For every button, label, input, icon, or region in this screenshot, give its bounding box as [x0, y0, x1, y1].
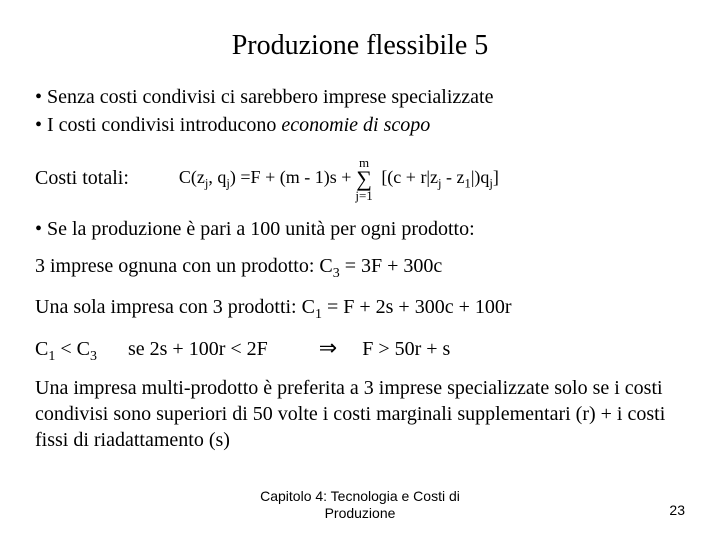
bullet-2-pre: • I costi condivisi introducono — [35, 114, 281, 136]
line-c1: Una sola impresa con 3 prodotti: C1 = F … — [35, 294, 685, 325]
line-c3: 3 imprese ognuna con un prodotto: C3 = 3… — [35, 253, 685, 284]
cond-seg3: F > 50r + s — [362, 338, 450, 360]
c3sub: 3 — [333, 266, 340, 281]
f-r3: |)q — [471, 167, 490, 187]
f-l3: ) =F + (m - 1)s + — [230, 167, 351, 187]
sum-bottom: j=1 — [355, 189, 372, 202]
footer-line2: Produzione — [325, 505, 396, 521]
bullet-1: • Senza costi condivisi ci sarebbero imp… — [35, 84, 685, 110]
summation: m ∑ j=1 — [355, 156, 372, 202]
cond-seg2: se 2s + 100r < 2F — [128, 338, 268, 360]
c3b: = 3F + 300c — [340, 255, 443, 277]
bullet-2: • I costi condivisi introducono economie… — [35, 112, 685, 138]
cs1a: C — [35, 338, 48, 360]
f-r4: ] — [493, 167, 499, 187]
f-r1: [(c + r|z — [381, 167, 438, 187]
cs1b: < C — [55, 338, 90, 360]
formula-label: Costi totali: — [35, 167, 129, 190]
formula-right: [(c + r|zj - z1|)qj] — [377, 167, 499, 192]
f-l2: , q — [208, 167, 226, 187]
bullet-2-emph: economie di scopo — [281, 114, 430, 136]
c1a: Una sola impresa con 3 prodotti: C — [35, 296, 315, 318]
conclusion: Una impresa multi-prodotto è preferita a… — [35, 375, 685, 453]
slide-title: Produzione flessibile 5 — [35, 30, 685, 62]
f-l1: C(z — [179, 167, 205, 187]
c1sub: 1 — [315, 307, 322, 322]
footer: Capitolo 4: Tecnologia e Costi di Produz… — [0, 488, 720, 522]
line-if: • Se la produzione è pari a 100 unità pe… — [35, 216, 685, 243]
c3a: 3 imprese ognuna con un prodotto: C — [35, 255, 333, 277]
formula-left: C(zj, qj) =F + (m - 1)s + — [179, 167, 351, 192]
arrow-icon: ⇒ — [319, 335, 337, 360]
footer-line1: Capitolo 4: Tecnologia e Costi di — [260, 488, 460, 504]
formula-body: C(zj, qj) =F + (m - 1)s + m ∑ j=1 [(c + … — [179, 156, 499, 202]
cond-seg1: C1 < C3 — [35, 338, 102, 360]
sigma-icon: ∑ — [356, 169, 372, 189]
f-r2: - z — [442, 167, 465, 187]
formula-row: Costi totali: C(zj, qj) =F + (m - 1)s + … — [35, 156, 685, 202]
cs1s3: 3 — [90, 349, 97, 364]
condition-row: C1 < C3 se 2s + 100r < 2F ⇒ F > 50r + s — [35, 335, 685, 365]
page-number: 23 — [669, 502, 685, 518]
c1b: = F + 2s + 300c + 100r — [322, 296, 512, 318]
